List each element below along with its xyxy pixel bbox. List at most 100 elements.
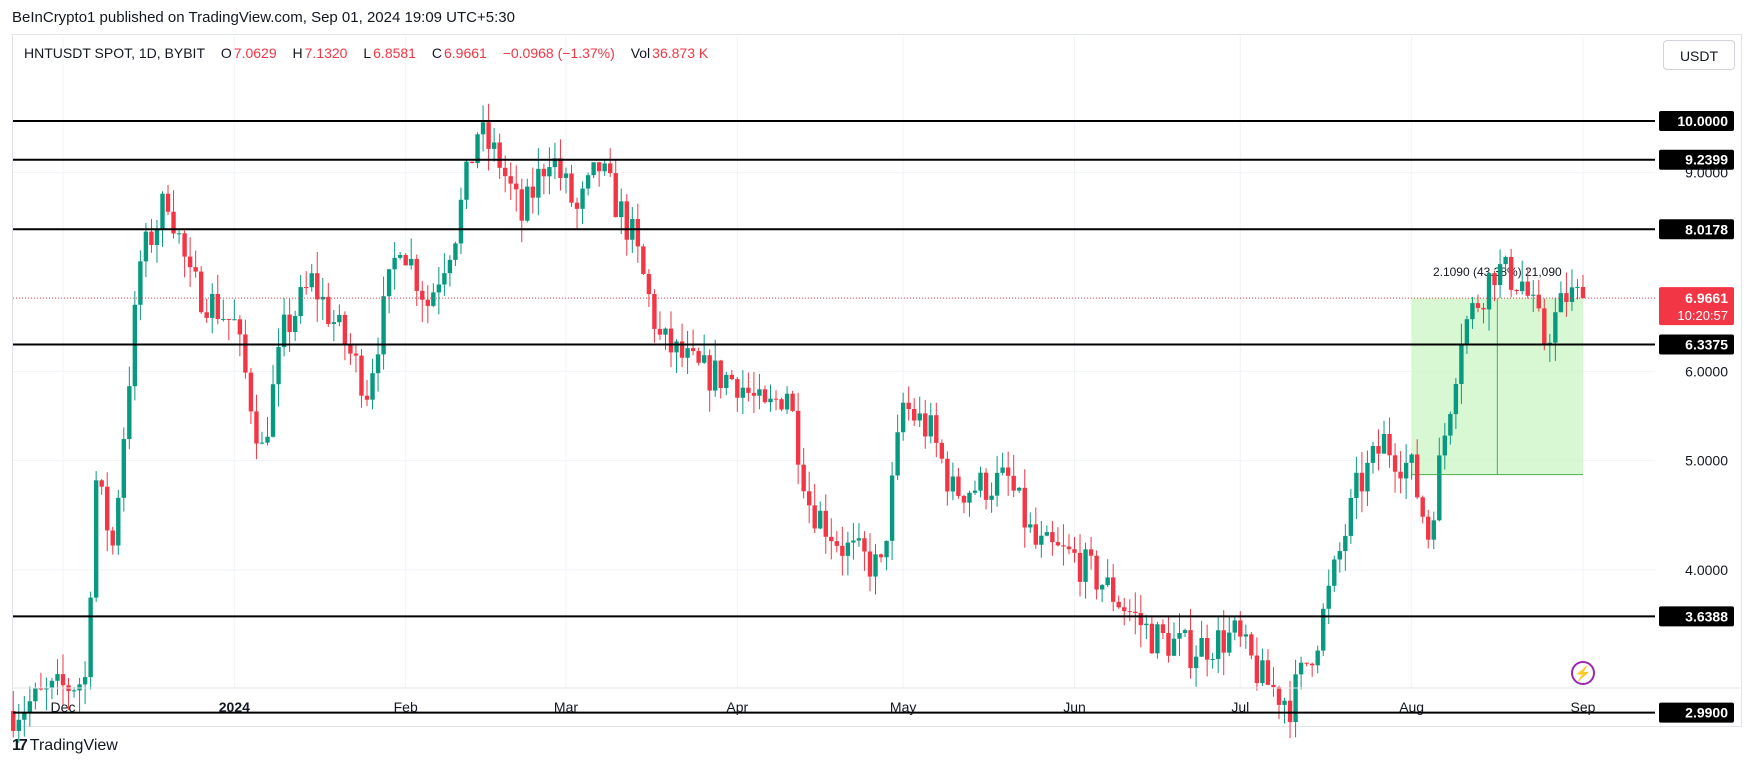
candle-body [602,163,607,172]
candle-body [1232,620,1237,633]
candle-body [552,158,558,168]
candle [309,263,314,292]
candle [1221,610,1226,676]
tradingview-brand: TradingView [29,737,118,754]
last-price-bg [1659,287,1734,326]
candle-body [1243,634,1249,637]
candle [298,274,303,324]
candle-body [713,360,718,391]
tradingview-mark-icon: 17 [12,737,28,754]
candle [1061,524,1066,566]
candle [972,480,978,495]
candle [508,162,513,200]
candle [254,394,259,460]
legend-open-label: O [220,45,232,61]
candle [1426,509,1431,549]
candle [1005,451,1011,496]
candle-body [425,299,430,306]
candle-body [1249,634,1254,656]
candle-body [1287,700,1293,723]
candle [884,540,889,571]
candle [657,311,663,340]
candle-body [613,173,618,218]
candle [806,471,812,524]
level-label-text: 3.6388 [1685,608,1728,624]
candle [420,280,425,323]
candle [1110,564,1116,612]
candle [1381,420,1387,454]
candle-body [514,183,519,190]
level-label-bg [1659,702,1734,723]
candle-body [558,158,563,178]
currency-button[interactable]: USDT [1663,40,1735,70]
lightning-icon[interactable]: ⚡ [1571,661,1595,685]
candle-body [22,712,27,720]
candle [1077,534,1083,597]
candle [409,238,414,270]
candle-body [845,542,851,556]
candle [1536,279,1541,312]
candle-body [1116,601,1121,608]
candle [397,252,403,260]
candle-body [536,168,541,198]
candle [1298,656,1304,690]
candle-body [226,318,232,320]
candle-body [757,389,762,396]
candle-body [1077,552,1083,582]
x-tick-label: 2024 [219,699,250,715]
candle [956,467,961,499]
candle [1182,628,1188,638]
candle [1365,450,1370,506]
candle-body [547,167,552,177]
candle-body [453,243,458,260]
candle-body [945,458,950,492]
candle [431,283,436,308]
candle-body [1011,475,1016,491]
candle [635,203,641,263]
candle-body [663,328,668,335]
candle [1287,680,1293,739]
candle [1475,294,1481,313]
candle [160,191,165,247]
candle [1072,536,1077,563]
candle [44,677,49,711]
candle-body [889,475,895,541]
candle-body [149,231,154,245]
candle-body [436,284,442,293]
level-label-bg [1659,334,1734,355]
candle-body [60,674,66,686]
candle [812,483,817,534]
candle-body [326,296,331,324]
candle-body [1155,624,1160,654]
candle [403,253,408,266]
candle [502,155,508,193]
candle [1481,303,1486,324]
candle [491,128,497,162]
candle-body [956,476,961,496]
candle [768,384,773,412]
candle-body [464,161,469,200]
candle [187,237,193,288]
candle-body [1337,551,1342,560]
candle [1359,452,1365,513]
candle [1265,649,1271,686]
ohlc-legend: HNTUSDT SPOT, 1D, BYBIT O 7.0629 H 7.1320 … [24,45,710,61]
candle-body [38,687,44,690]
candle-body [221,318,226,320]
candle [514,165,519,212]
candle-body [939,442,945,459]
candle-body [497,142,502,168]
candle-body [1448,414,1453,436]
candle-body [873,554,878,577]
level-label-text: 8.0178 [1685,221,1728,237]
candle-body [884,540,889,558]
candle-body [82,677,88,685]
candle-body [1282,700,1287,705]
candle [580,181,585,225]
candle-body [447,259,453,274]
candle [99,479,104,495]
candle-body [1149,623,1155,654]
candle-body [1039,535,1044,545]
candle-body [1575,286,1580,288]
